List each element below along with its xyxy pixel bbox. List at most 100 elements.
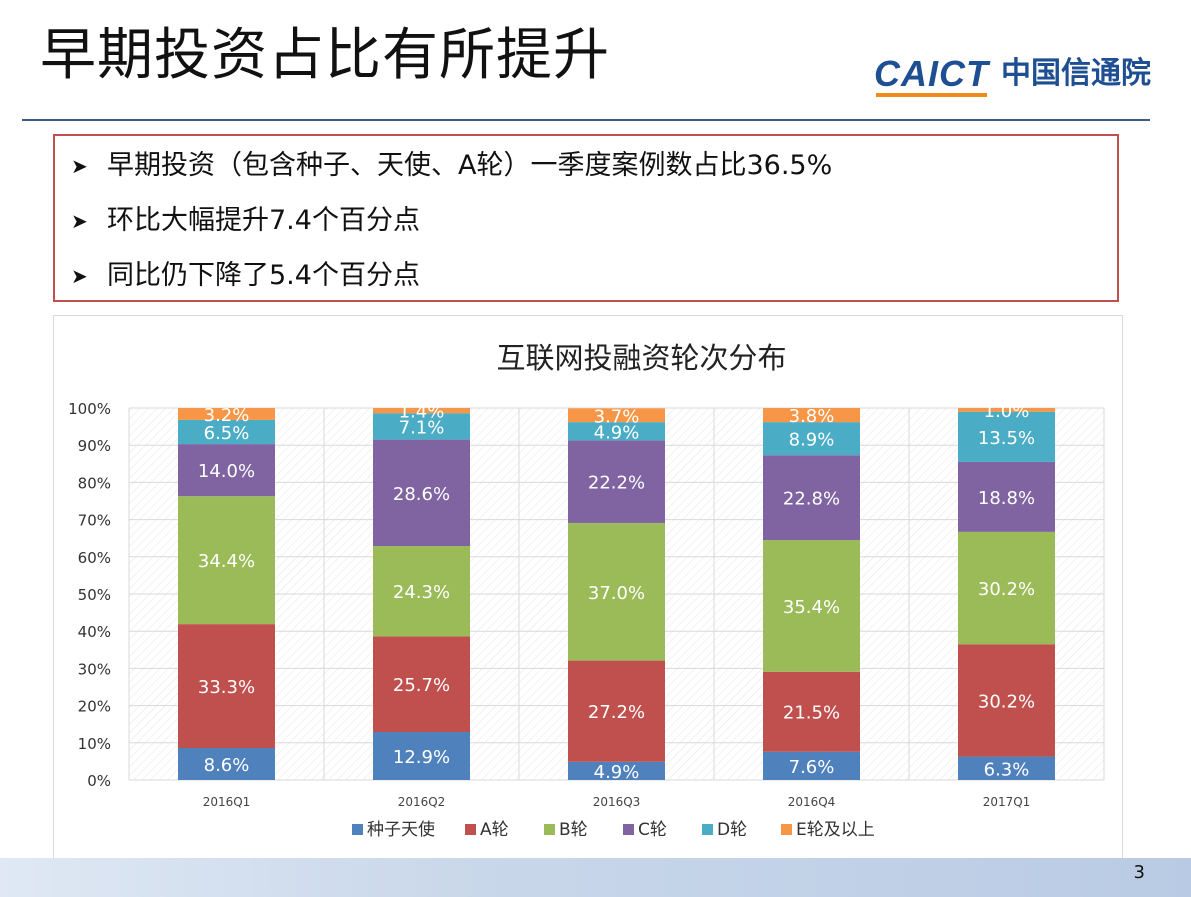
- data-label: 7.1%: [399, 417, 445, 438]
- bar-segment: [763, 671, 860, 752]
- y-tick-label: 90%: [78, 437, 111, 455]
- y-tick-label: 40%: [78, 623, 111, 641]
- caict-logo: CAICT 中国信通院: [874, 52, 1151, 97]
- y-tick-label: 20%: [78, 698, 111, 716]
- data-label: 27.2%: [588, 702, 645, 723]
- y-tick-label: 30%: [78, 660, 111, 678]
- data-label: 8.9%: [789, 430, 835, 451]
- bar-segment: [373, 408, 470, 414]
- y-tick-label: 50%: [78, 586, 111, 604]
- bar-segment: [178, 419, 275, 445]
- bullet-item: ➤ 同比仍下降了5.4个百分点: [71, 262, 420, 289]
- data-label: 3.8%: [789, 406, 835, 427]
- legend-swatch: [702, 824, 713, 835]
- bar-segment: [958, 531, 1055, 645]
- data-label: 14.0%: [198, 461, 255, 482]
- y-tick-label: 10%: [78, 735, 111, 753]
- stacked-bar-chart: 互联网投融资轮次分布 0% 10% 20% 30% 40% 50% 60% 70% 80% 90% 1…: [68, 341, 1105, 840]
- logo-text-cn: 中国信通院: [1001, 56, 1151, 91]
- y-tick-label: 70%: [78, 512, 111, 530]
- data-label: 22.2%: [588, 473, 645, 494]
- bar-segment: [958, 756, 1055, 780]
- bar-segment: [178, 748, 275, 780]
- bar-segment: [178, 408, 275, 420]
- bar-segment: [373, 546, 470, 637]
- bullet-text: 早期投资（包含种子、天使、A轮）一季度案例数占比36.5%: [107, 150, 833, 181]
- page-number: 3: [1133, 862, 1145, 883]
- summary-box: ➤ 早期投资（包含种子、天使、A轮）一季度案例数占比36.5% ➤ 环比大幅提升…: [53, 134, 1119, 302]
- bar-segment: [763, 408, 860, 423]
- arrow-bullet-icon: ➤: [71, 263, 88, 288]
- bar-segment: [568, 408, 665, 423]
- data-label: 37.0%: [588, 583, 645, 604]
- data-label: 3.7%: [594, 406, 640, 427]
- bar-segment: [958, 408, 1055, 412]
- data-label: 4.9%: [594, 762, 640, 783]
- data-label: 3.2%: [204, 405, 250, 426]
- bullet-text: 环比大幅提升7.4个百分点: [107, 205, 420, 236]
- bar-segment: [373, 413, 470, 440]
- bullet-item: ➤ 早期投资（包含种子、天使、A轮）一季度案例数占比36.5%: [71, 152, 832, 179]
- bar-segment: [958, 411, 1055, 462]
- x-tick-label: 2016Q1: [203, 795, 251, 809]
- arrow-bullet-icon: ➤: [71, 208, 88, 233]
- bullet-text: 同比仍下降了5.4个百分点: [107, 260, 420, 291]
- bar-segment: [178, 444, 275, 497]
- title-divider: [22, 119, 1150, 121]
- bullet-item: ➤ 环比大幅提升7.4个百分点: [71, 207, 420, 234]
- legend-label: 种子天使: [367, 819, 435, 840]
- bar-segment: [763, 540, 860, 672]
- y-tick-label: 0%: [87, 772, 111, 790]
- bar-segment: [958, 461, 1055, 532]
- bar-segment: [373, 636, 470, 733]
- bar-segment: [568, 440, 665, 523]
- data-label: 34.4%: [198, 551, 255, 572]
- data-label: 8.6%: [204, 755, 250, 776]
- y-tick-label: 100%: [68, 400, 111, 418]
- legend-label: B轮: [559, 820, 588, 840]
- data-label: 22.8%: [783, 489, 840, 510]
- legend-label: A轮: [480, 820, 509, 840]
- x-tick-label: 2016Q3: [593, 795, 641, 809]
- logo-text-en: CAICT: [874, 53, 989, 97]
- legend-swatch: [352, 824, 363, 835]
- data-label: 4.9%: [594, 422, 640, 443]
- legend-label: C轮: [638, 820, 667, 840]
- bar-segment: [568, 761, 665, 780]
- chart-panel: 互联网投融资轮次分布 0% 10% 20% 30% 40% 50% 60% 70% 80% 90% 1…: [53, 315, 1123, 863]
- bar-segment: [373, 732, 470, 780]
- x-tick-label: 2017Q1: [983, 795, 1031, 809]
- data-label: 7.6%: [789, 757, 835, 778]
- data-label: 12.9%: [393, 747, 450, 768]
- footer-band: [0, 858, 1191, 897]
- data-label: 24.3%: [393, 582, 450, 603]
- data-label: 1.0%: [984, 401, 1030, 422]
- y-tick-label: 80%: [78, 474, 111, 492]
- data-label: 1.4%: [399, 402, 445, 423]
- x-tick-label: 2016Q2: [398, 795, 446, 809]
- data-label: 21.5%: [783, 703, 840, 724]
- bar-segment: [763, 751, 860, 780]
- data-label: 35.4%: [783, 597, 840, 618]
- bar-segment: [568, 422, 665, 441]
- legend-label: D轮: [717, 820, 747, 840]
- slide-title: 早期投资占比有所提升: [40, 23, 610, 88]
- legend-swatch: [781, 824, 792, 835]
- bar-segment: [958, 644, 1055, 757]
- bar-segment: [568, 660, 665, 762]
- y-tick-label: 60%: [78, 549, 111, 567]
- legend-swatch: [465, 824, 476, 835]
- legend-label: E轮及以上: [796, 820, 875, 840]
- data-label: 33.3%: [198, 677, 255, 698]
- bar-segment: [373, 439, 470, 547]
- data-label: 6.3%: [984, 759, 1030, 780]
- data-label: 13.5%: [978, 428, 1035, 449]
- legend-swatch: [544, 824, 555, 835]
- data-label: 18.8%: [978, 488, 1035, 509]
- data-label: 30.2%: [978, 579, 1035, 600]
- data-label: 25.7%: [393, 675, 450, 696]
- legend-swatch: [623, 824, 634, 835]
- data-label: 6.5%: [204, 423, 250, 444]
- arrow-bullet-icon: ➤: [71, 153, 88, 178]
- bar-segment: [568, 522, 665, 661]
